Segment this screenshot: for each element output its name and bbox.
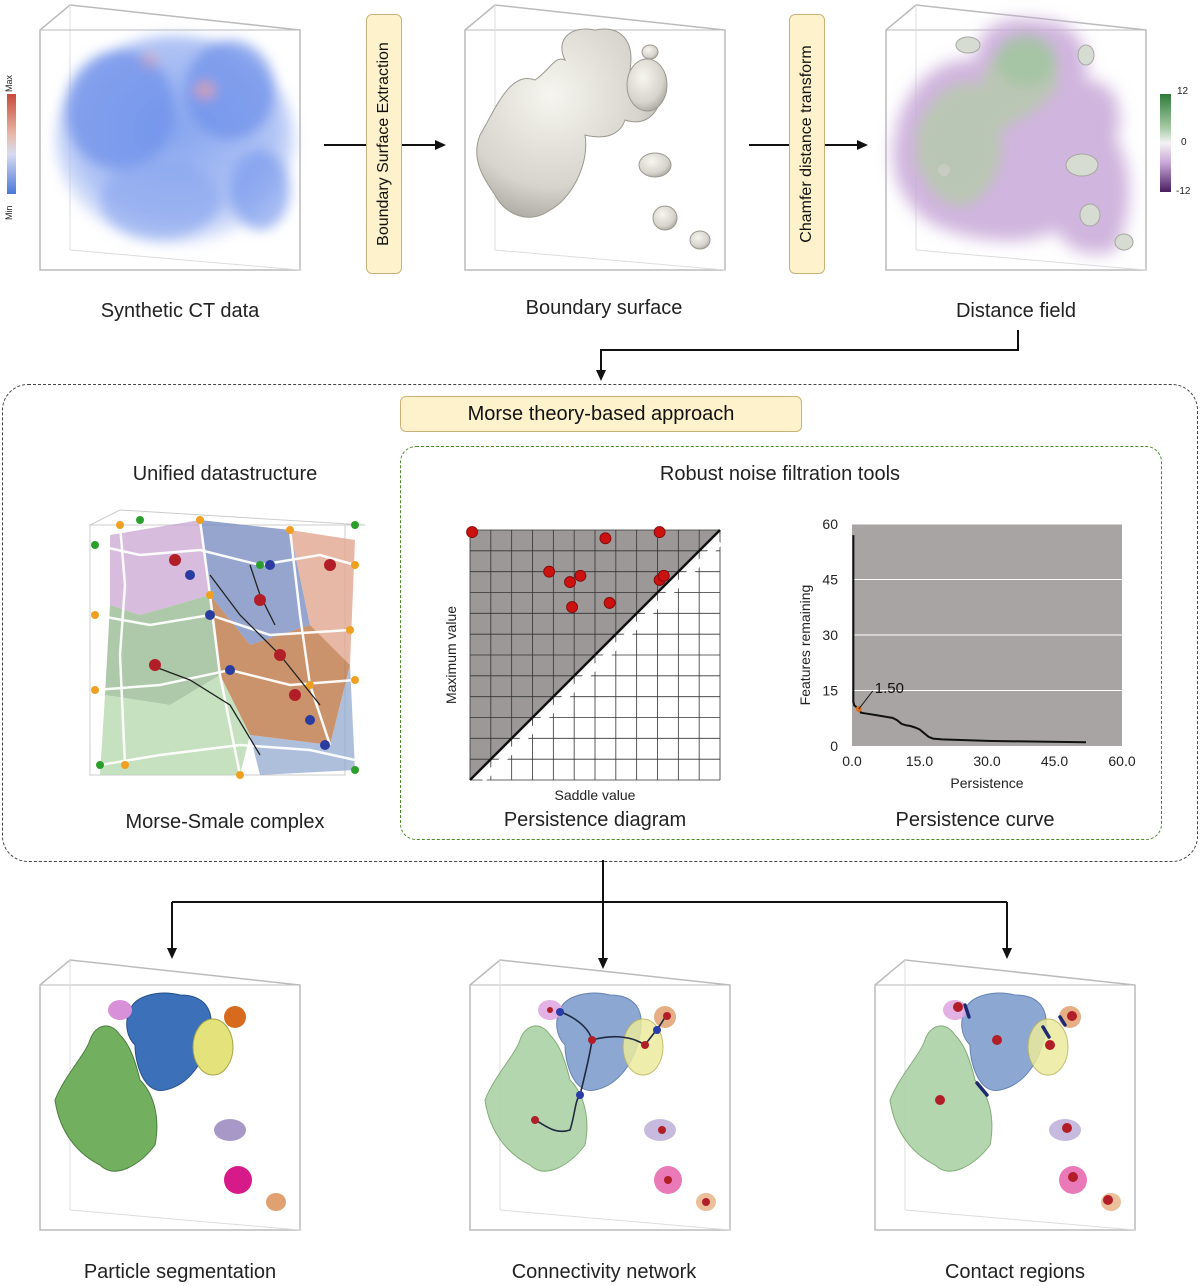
distance-colorbar: 12 0 -12: [1158, 86, 1200, 201]
pd-xlabel: Saddle value: [555, 787, 636, 803]
pd-point: [543, 565, 556, 578]
pc-ylabel: Features remaining: [797, 585, 813, 706]
arrows-to-results: [167, 860, 1012, 969]
pc-xtick: 45.0: [1041, 753, 1068, 769]
boundary-caption: Boundary surface: [525, 297, 683, 319]
step-chamfer-transform-label: Chamfer distance transform: [798, 45, 815, 243]
pd-point: [564, 576, 576, 588]
unified-datastructure-title: Unified datastructure: [132, 463, 318, 485]
pd-point: [653, 526, 666, 538]
pc-xlabel: Persistence: [950, 775, 1023, 791]
pd-point: [466, 526, 478, 538]
particle-segmentation-caption: Particle segmentation: [83, 1261, 277, 1283]
distance-colorbar-gradient: [1160, 94, 1171, 192]
connectivity-network-caption: Connectivity network: [511, 1261, 697, 1283]
distance-caption: Distance field: [955, 300, 1077, 322]
step-boundary-extraction-label: Boundary Surface Extraction: [375, 42, 392, 246]
ct-volume-render: [39, 4, 301, 271]
pc-xtick: 15.0: [906, 753, 933, 769]
distance-colorbar-bottom: -12: [1176, 186, 1191, 197]
pc-ytick: 30: [822, 627, 838, 643]
pd-point: [566, 601, 578, 613]
ct-colorbar-max-label: Max: [4, 74, 14, 92]
persistence-curve: 0 15 30 45 60 0.0 15.0 30.0 45.0 60.0 1.50 Persiste…: [797, 516, 1136, 791]
noise-filtration-title: Robust noise filtration tools: [659, 463, 901, 485]
pd-point: [599, 532, 612, 545]
ct-caption: Synthetic CT data: [100, 300, 260, 322]
particle-segmentation-render: [39, 959, 301, 1231]
pc-xtick: 0.0: [842, 753, 862, 769]
pd-point: [657, 569, 670, 582]
boundary-surface-render: [464, 4, 726, 271]
distance-field-render: [885, 4, 1147, 271]
pd-ylabel: Maximum value: [443, 606, 459, 704]
pc-ytick: 60: [822, 516, 838, 532]
pd-point: [574, 569, 587, 582]
morse-smale-caption: Morse-Smale complex: [125, 811, 325, 833]
pc-annotation-leader: [858, 690, 874, 710]
connectivity-network-render: [469, 959, 731, 1231]
pc-annotation-label: 1.50: [875, 680, 904, 697]
pc-ytick: 15: [822, 683, 838, 699]
persistence-diagram: Saddle value Maximum value: [443, 526, 723, 803]
pc-xtick: 30.0: [973, 753, 1000, 769]
pd-diagonal: [469, 529, 721, 781]
noise-filtration-panel: [400, 446, 1162, 840]
morse-panel: [2, 384, 1198, 862]
persistence-diagram-caption: Persistence diagram: [503, 809, 687, 831]
ct-colorbar-min-label: Min: [4, 205, 14, 220]
ct-colorbar-gradient: [7, 94, 16, 194]
persistence-curve-caption: Persistence curve: [895, 809, 1055, 831]
pc-ytick: 45: [822, 572, 838, 588]
step-boundary-extraction: Boundary Surface Extraction: [366, 14, 402, 274]
pd-diagonal-halo: [480, 540, 723, 783]
pc-ytick: 0: [830, 738, 838, 754]
morse-smale-complex: [89, 509, 366, 779]
step-chamfer-transform: Chamfer distance transform: [789, 14, 825, 274]
pd-point: [603, 597, 616, 609]
morse-title: Morse theory-based approach: [400, 396, 802, 432]
contact-regions-render: [874, 959, 1136, 1231]
contact-regions-caption: Contact regions: [944, 1261, 1086, 1283]
pc-xtick: 60.0: [1108, 753, 1135, 769]
distance-colorbar-mid: 0: [1181, 137, 1187, 148]
ct-colorbar: Max Min: [4, 75, 19, 225]
arrow-to-morse: [596, 330, 1019, 381]
distance-colorbar-top: 12: [1177, 86, 1189, 97]
